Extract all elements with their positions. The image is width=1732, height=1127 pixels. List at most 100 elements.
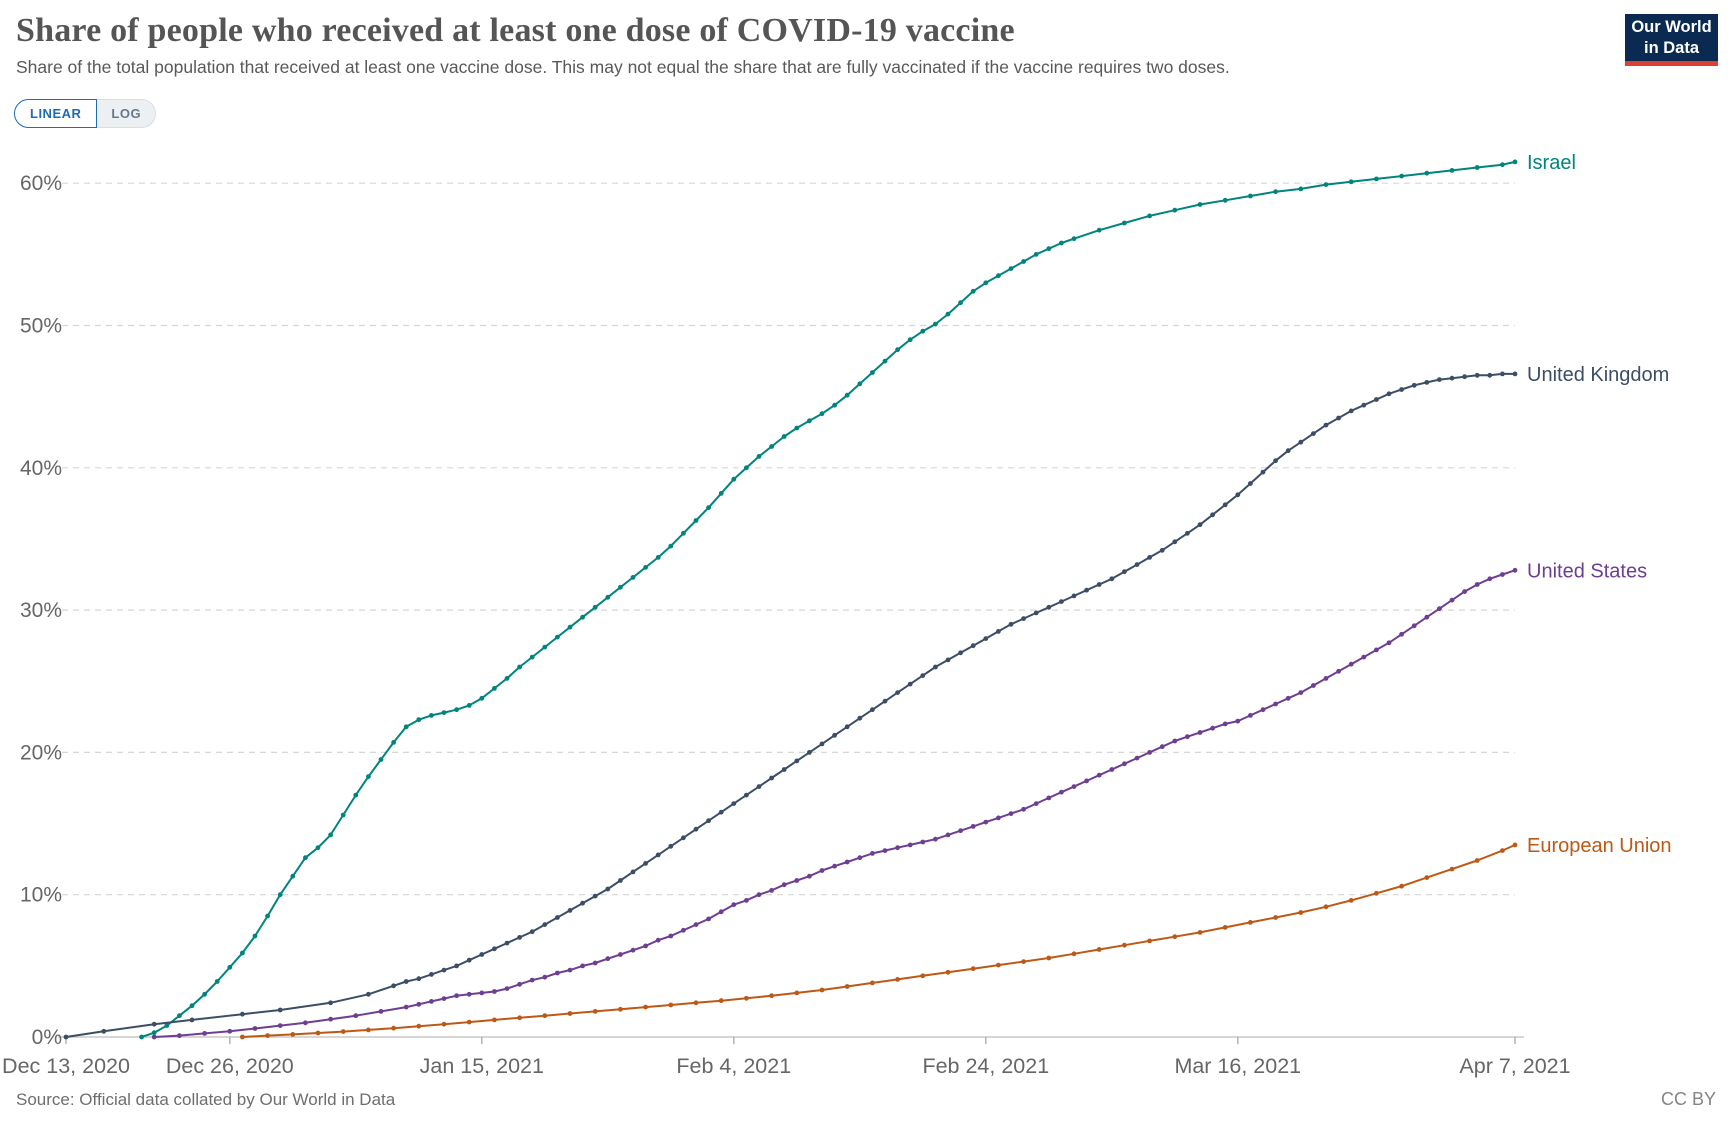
data-point-united-states <box>655 937 661 943</box>
data-point-united-kingdom <box>1096 582 1102 587</box>
data-point-israel <box>277 892 283 898</box>
data-point-united-kingdom <box>681 835 686 841</box>
data-point-israel <box>340 812 346 818</box>
data-point-united-states <box>151 1034 157 1040</box>
data-point-european-union <box>1449 866 1455 872</box>
data-point-united-states <box>907 842 913 848</box>
data-point-israel <box>391 740 396 745</box>
data-point-united-states <box>567 967 573 973</box>
owid-logo-line2: in Data <box>1643 39 1699 57</box>
data-point-israel <box>592 604 598 610</box>
data-point-israel <box>1298 186 1304 192</box>
data-point-united-states <box>945 832 951 838</box>
data-point-united-states <box>832 863 837 869</box>
data-point-united-kingdom <box>1500 371 1505 377</box>
data-point-european-union <box>441 1021 447 1027</box>
data-point-united-states <box>466 991 472 997</box>
series-line-united-kingdom[interactable] <box>65 372 1516 1038</box>
data-point-european-union <box>1323 904 1329 910</box>
data-point-united-kingdom <box>618 878 623 883</box>
data-point-israel <box>756 454 762 459</box>
data-point-european-union <box>970 966 976 972</box>
data-point-israel <box>618 584 623 590</box>
data-point-united-states <box>1348 661 1354 667</box>
data-point-united-kingdom <box>643 861 648 866</box>
chart-canvas[interactable]: 0% 10% 20% 30% 40% 50% 60% Dec 13, 2020 Dec 26, … <box>0 140 1732 1095</box>
data-point-united-kingdom <box>1260 469 1266 475</box>
data-point-united-kingdom <box>1474 372 1480 378</box>
x-tick-label: Feb 24, 2021 <box>922 1054 1049 1078</box>
data-point-israel <box>1147 213 1152 219</box>
data-point-united-states <box>718 909 724 915</box>
data-point-united-kingdom <box>517 935 522 940</box>
data-point-european-union <box>1424 875 1430 880</box>
data-point-united-kingdom <box>630 869 636 875</box>
data-point-israel <box>920 328 926 334</box>
data-point-israel <box>1071 236 1077 242</box>
data-point-israel <box>416 717 422 723</box>
data-point-united-states <box>592 960 598 966</box>
data-point-united-kingdom <box>1374 397 1379 402</box>
data-point-united-states <box>1323 676 1329 681</box>
series-label-israel: Israel <box>1527 152 1576 174</box>
data-point-united-states <box>731 902 737 908</box>
data-point-european-union <box>1399 883 1404 889</box>
data-point-israel <box>378 757 384 762</box>
data-point-israel <box>933 321 938 327</box>
data-point-united-states <box>781 882 787 888</box>
data-point-israel <box>504 676 510 681</box>
data-point-european-union <box>643 1004 648 1010</box>
data-point-united-kingdom <box>807 750 812 755</box>
data-point-united-states <box>1437 606 1442 612</box>
data-point-united-states <box>1449 597 1455 603</box>
series-line-united-states[interactable] <box>153 569 1516 1038</box>
data-point-united-states <box>983 819 989 825</box>
data-point-united-kingdom <box>1235 492 1241 498</box>
data-point-united-states <box>1411 623 1417 629</box>
data-point-united-states <box>1260 707 1266 713</box>
data-point-european-union <box>265 1033 270 1038</box>
license-link[interactable]: CC BY <box>1660 1089 1716 1109</box>
log-scale-button[interactable]: LOG <box>97 99 157 128</box>
data-point-united-states <box>1474 582 1480 587</box>
data-point-united-kingdom <box>1311 431 1316 436</box>
x-tick-label: Jan 15, 2021 <box>420 1054 544 1078</box>
data-point-united-states <box>1273 701 1278 707</box>
data-point-united-kingdom <box>1298 439 1304 445</box>
data-point-israel <box>655 555 661 560</box>
data-point-united-kingdom <box>441 967 447 973</box>
data-point-united-kingdom <box>567 908 573 913</box>
data-point-united-kingdom <box>996 629 1001 634</box>
data-point-united-states <box>403 1004 409 1010</box>
data-point-european-union <box>366 1027 371 1033</box>
data-point-united-states <box>1122 761 1127 767</box>
y-tick-label-60: 60% <box>20 172 62 195</box>
data-point-united-kingdom <box>781 767 787 772</box>
y-tick-label-30: 30% <box>20 599 62 622</box>
data-point-european-union <box>240 1034 245 1040</box>
data-point-european-union <box>1197 930 1203 935</box>
data-point-israel <box>1273 189 1278 195</box>
data-point-israel <box>151 1030 157 1036</box>
data-point-israel <box>1172 207 1178 213</box>
data-point-united-kingdom <box>1285 448 1291 454</box>
data-point-israel <box>1008 266 1014 271</box>
linear-scale-button[interactable]: LINEAR <box>14 99 98 128</box>
page-subtitle: Share of the total population that recei… <box>16 57 1230 77</box>
data-point-israel <box>706 505 711 510</box>
owid-logo[interactable]: Our World in Data <box>1625 14 1718 66</box>
data-point-european-union <box>618 1006 623 1012</box>
data-point-united-states <box>1285 695 1291 701</box>
data-point-european-union <box>668 1002 674 1008</box>
data-point-united-kingdom <box>1046 604 1052 610</box>
series-line-israel[interactable] <box>140 160 1516 1038</box>
data-point-united-kingdom <box>706 818 711 824</box>
data-point-united-kingdom <box>1487 372 1493 378</box>
series-line-european-union[interactable] <box>241 843 1516 1038</box>
series-label-united-kingdom: United Kingdom <box>1527 364 1669 386</box>
data-point-united-states <box>580 963 585 969</box>
data-point-israel <box>970 288 976 294</box>
y-tick-label-40: 40% <box>20 457 62 480</box>
data-point-united-states <box>681 927 686 933</box>
data-point-israel <box>794 425 800 431</box>
